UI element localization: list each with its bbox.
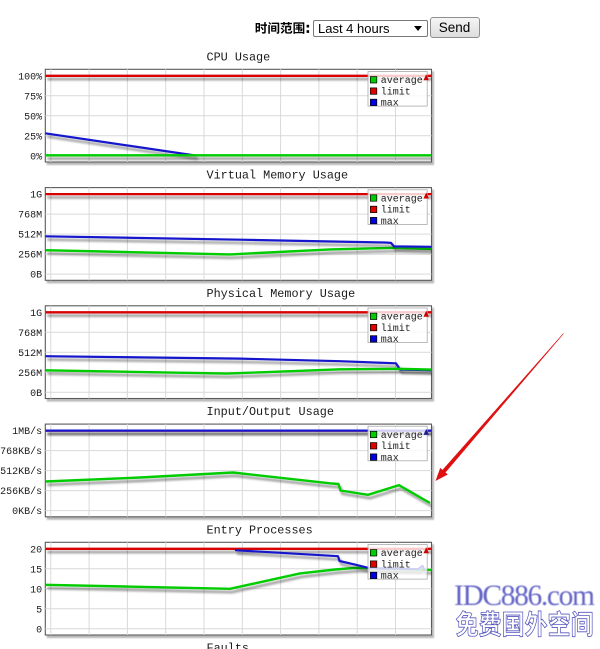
svg-text:Entry Processes: Entry Processes	[207, 523, 313, 537]
svg-text:CPU Usage: CPU Usage	[207, 50, 271, 64]
svg-text:Faults: Faults	[207, 642, 249, 649]
svg-text:average: average	[381, 194, 423, 205]
svg-text:10: 10	[30, 585, 42, 596]
svg-text:average: average	[381, 313, 423, 324]
svg-text:0B: 0B	[30, 389, 42, 400]
svg-text:limit: limit	[381, 559, 411, 571]
svg-text:0%: 0%	[30, 152, 42, 163]
svg-text:15: 15	[30, 565, 42, 576]
svg-text:average: average	[381, 549, 423, 560]
svg-text:1G: 1G	[30, 309, 42, 320]
svg-text:IDC886.com: IDC886.com	[454, 580, 595, 612]
svg-text:0B: 0B	[30, 271, 42, 282]
svg-text:average: average	[381, 431, 423, 442]
svg-text:256M: 256M	[18, 369, 42, 380]
svg-text:768M: 768M	[18, 211, 42, 222]
svg-text:average: average	[381, 76, 423, 87]
svg-text:max: max	[381, 99, 399, 110]
svg-text:max: max	[381, 335, 399, 346]
svg-text:max: max	[381, 453, 399, 464]
svg-text:Input/Output Usage: Input/Output Usage	[207, 405, 334, 419]
svg-text:512M: 512M	[18, 349, 42, 360]
svg-text:1G: 1G	[30, 191, 42, 202]
svg-text:512KB/s: 512KB/s	[0, 466, 42, 478]
svg-text:Virtual Memory Usage: Virtual Memory Usage	[207, 169, 349, 183]
svg-text:max: max	[381, 217, 399, 228]
svg-text:limit: limit	[381, 86, 411, 98]
svg-text:20: 20	[30, 545, 42, 556]
svg-text:1MB/s: 1MB/s	[12, 426, 42, 438]
svg-text:limit: limit	[381, 323, 411, 335]
svg-text:75%: 75%	[24, 92, 42, 103]
svg-text:50%: 50%	[24, 112, 42, 123]
svg-text:Physical Memory Usage: Physical Memory Usage	[207, 287, 356, 301]
svg-text:256M: 256M	[18, 251, 42, 262]
svg-text:0KB/s: 0KB/s	[12, 506, 42, 518]
svg-text:limit: limit	[381, 205, 411, 217]
svg-text:768KB/s: 768KB/s	[0, 446, 42, 458]
svg-text:5: 5	[36, 605, 42, 616]
svg-text:256KB/s: 256KB/s	[0, 486, 42, 498]
svg-text:100%: 100%	[18, 72, 42, 83]
svg-text:768M: 768M	[18, 329, 42, 340]
svg-text:25%: 25%	[24, 132, 42, 143]
svg-text:max: max	[381, 572, 399, 583]
svg-text:limit: limit	[381, 441, 411, 453]
svg-text:512M: 512M	[18, 231, 42, 242]
svg-text:0: 0	[36, 625, 42, 636]
